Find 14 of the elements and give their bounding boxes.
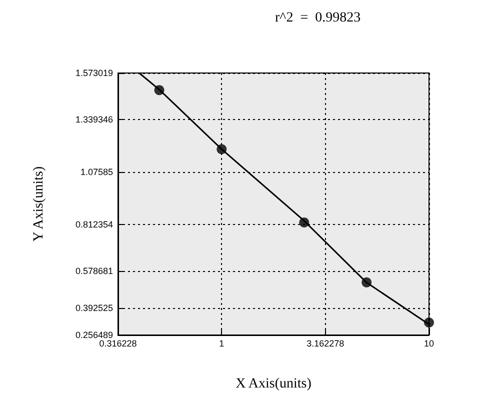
y-tick-label: 0.256489 (75, 330, 113, 340)
x-tick-label: 1 (219, 338, 224, 348)
x-tick-label: 10 (424, 338, 434, 348)
y-tick-label: 0.392525 (75, 302, 113, 313)
chart-title: r^2 = 0.99823 (275, 10, 361, 26)
y-axis-title: Y Axis(units) (32, 166, 46, 242)
y-tick-label: 1.07585 (80, 166, 113, 177)
y-tick-label: 1.339346 (75, 114, 113, 125)
y-tick-label: 0.578681 (75, 266, 113, 276)
y-tick-label: 1.573019 (75, 68, 113, 78)
x-axis-title: X Axis(units) (236, 376, 312, 392)
y-tick-label: 0.812354 (75, 219, 113, 230)
x-tick-label: 0.316228 (99, 338, 137, 348)
x-tick-label: 3.162278 (306, 338, 344, 348)
